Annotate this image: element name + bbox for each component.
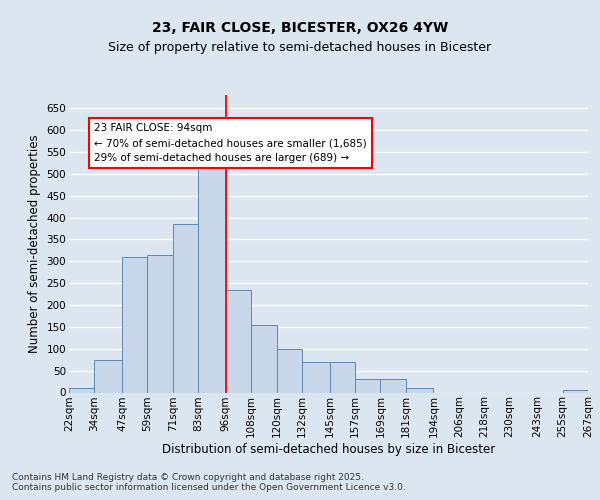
Bar [198, 160, 226, 392]
Bar [122, 257, 148, 392]
Bar [251, 324, 277, 392]
Text: 23, FAIR CLOSE, BICESTER, OX26 4YW: 23, FAIR CLOSE, BICESTER, OX26 4YW [152, 20, 448, 34]
Bar [406, 388, 433, 392]
X-axis label: Distribution of semi-detached houses by size in Bicester: Distribution of semi-detached houses by … [162, 443, 495, 456]
Bar [277, 349, 302, 393]
Text: Contains HM Land Registry data © Crown copyright and database right 2025.
Contai: Contains HM Land Registry data © Crown c… [12, 472, 406, 492]
Bar [69, 388, 94, 392]
Bar [302, 362, 329, 392]
Bar [226, 290, 251, 393]
Bar [329, 362, 355, 392]
Bar [380, 380, 406, 392]
Bar [355, 380, 380, 392]
Bar [563, 390, 588, 392]
Text: Size of property relative to semi-detached houses in Bicester: Size of property relative to semi-detach… [109, 41, 491, 54]
Bar [148, 254, 173, 392]
Y-axis label: Number of semi-detached properties: Number of semi-detached properties [28, 134, 41, 353]
Text: 23 FAIR CLOSE: 94sqm
← 70% of semi-detached houses are smaller (1,685)
29% of se: 23 FAIR CLOSE: 94sqm ← 70% of semi-detac… [94, 124, 367, 163]
Bar [173, 224, 198, 392]
Bar [94, 360, 122, 392]
